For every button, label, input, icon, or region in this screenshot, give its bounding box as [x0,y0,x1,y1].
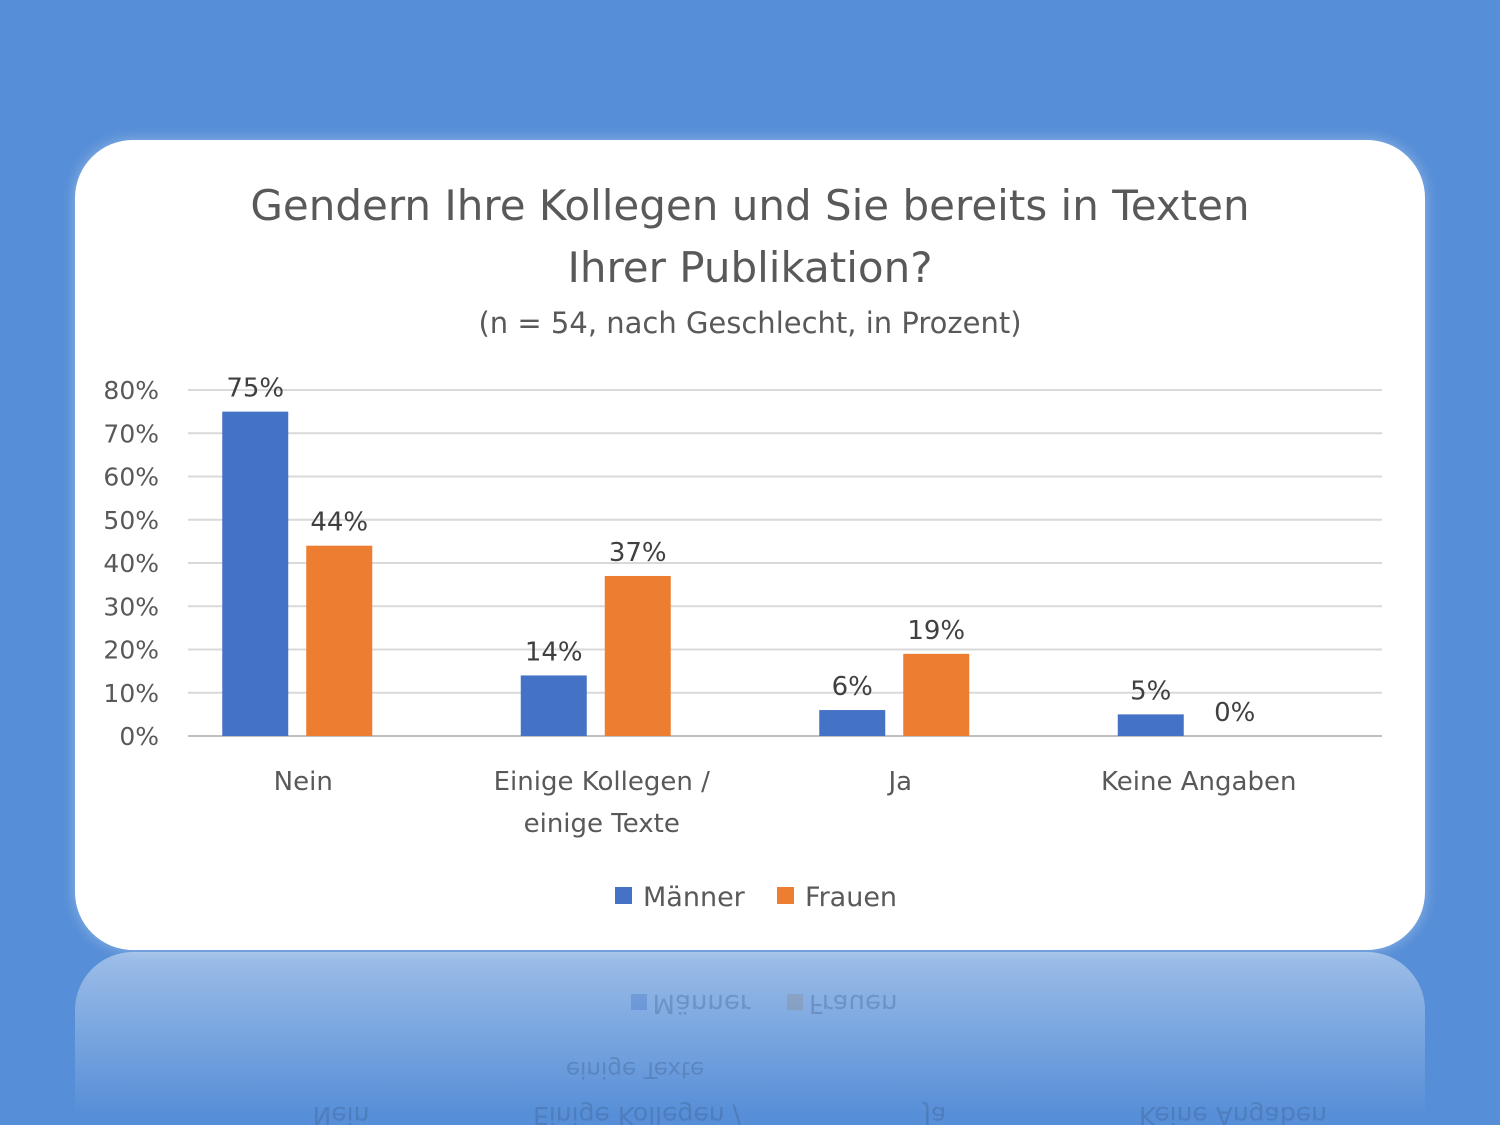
x-axis-label: Keine Angaben [1101,767,1296,797]
reflection-legend: Männer Frauen [75,988,1425,1018]
chart-title-line-1: Gendern Ihre Kollegen und Sie bereits in… [250,181,1249,230]
bars [222,411,1184,736]
bar-data-labels: 75% 44% 14% 37% 6% 19% 5% 0% [226,374,1255,728]
bar-frauen-2 [903,653,970,736]
gridlines [188,389,1382,737]
y-axis-ticks: 0% 10% 20% 30% 40% 50% 60% 70% 80% [103,376,159,751]
bar-frauen-0 [306,545,373,736]
x-axis-label: Nein [274,767,333,797]
x-axis-label: Einige Kollegen / [494,767,710,797]
card-reflection: Männer Frauen einige Texte Nein Einige K… [75,952,1425,1125]
chart-subtitle: (n = 54, nach Geschlecht, in Prozent) [478,306,1021,340]
bar-data-label: 6% [832,672,873,702]
y-tick-label: 60% [103,463,159,492]
chart-title-line-2: Ihrer Publikation? [567,243,932,292]
y-tick-label: 80% [103,376,159,405]
reflection-legend-label-maenner: Männer [652,988,751,1018]
chart-card: Gendern Ihre Kollegen und Sie bereits in… [75,140,1425,950]
legend: Männer Frauen [615,882,897,913]
reflection-category: Keine Angaben [1139,1101,1327,1125]
bar-maenner-3 [1117,714,1184,736]
reflection-legend-label-frauen: Frauen [808,988,898,1018]
y-tick-label: 30% [103,592,159,621]
legend-label: Frauen [805,882,897,913]
bar-maenner-1 [520,675,587,736]
legend-label: Männer [643,882,746,913]
x-axis-label: Ja [886,767,912,797]
y-tick-label: 70% [103,419,159,448]
y-tick-label: 20% [103,636,159,665]
y-tick-label: 0% [119,722,159,751]
bar-data-label: 14% [525,637,583,667]
bar-data-label: 19% [907,616,965,646]
bar-data-label: 37% [609,538,667,568]
bar-maenner-0 [222,411,289,736]
legend-swatch [615,887,632,904]
bar-data-label: 44% [310,508,368,538]
legend-swatch [777,887,794,904]
reflection-category: Einige Kollegen / [533,1101,741,1125]
bar-maenner-2 [819,710,886,736]
reflection-category: Ja [923,1101,947,1125]
x-axis-label: einige Texte [524,809,680,839]
x-axis-labels: Nein Einige Kollegen / einige Texte Ja Keine… [274,767,1297,839]
reflection-categories: Nein Einige Kollegen / Ja Keine Angaben [75,1100,1425,1125]
y-tick-label: 40% [103,549,159,578]
y-tick-label: 50% [103,506,159,535]
y-tick-label: 10% [103,679,159,708]
reflection-category: Nein [312,1101,370,1125]
reflection-legend-swatch-maenner [630,994,647,1011]
bar-frauen-1 [604,575,671,736]
bar-data-label: 5% [1130,676,1171,706]
reflection-category-line-2: einige Texte [565,1056,705,1082]
bar-chart: Gendern Ihre Kollegen und Sie bereits in… [103,181,1382,913]
reflection-legend-swatch-frauen [786,994,803,1011]
bar-data-label: 0% [1214,698,1255,728]
bar-data-label: 75% [226,374,284,404]
